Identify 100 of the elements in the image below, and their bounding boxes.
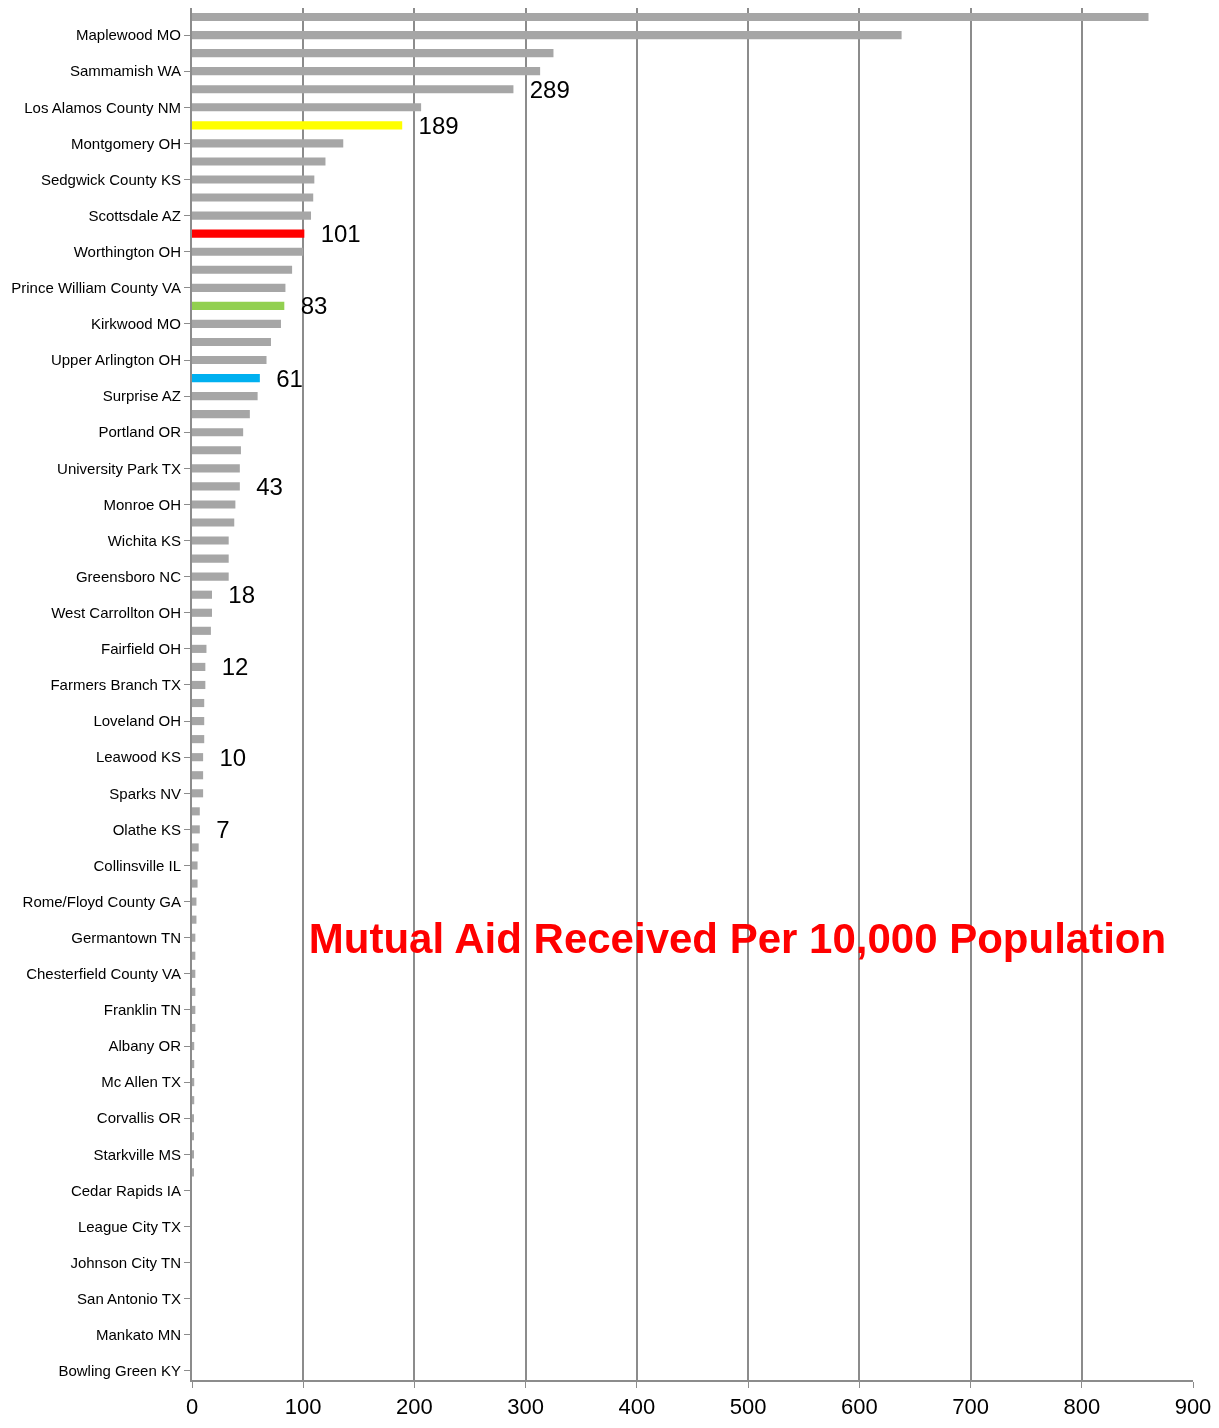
x-tick-label: 600 bbox=[840, 1394, 878, 1420]
data-label: 61 bbox=[262, 364, 303, 392]
bar bbox=[192, 572, 229, 581]
y-tick-label: Cedar Rapids IA bbox=[70, 1181, 181, 1199]
data-label: 18 bbox=[215, 581, 256, 609]
bar bbox=[192, 771, 204, 780]
y-tick-label: Fairfield OH bbox=[100, 640, 181, 658]
bar bbox=[192, 446, 241, 455]
y-tick-label: Rome/Floyd County GA bbox=[22, 892, 181, 910]
bar bbox=[192, 680, 206, 690]
y-tick-label: West Carrollton OH bbox=[51, 604, 181, 622]
bar bbox=[192, 554, 229, 563]
y-tick-label: Farmers Branch TX bbox=[50, 676, 181, 694]
bar bbox=[192, 193, 314, 202]
bar bbox=[192, 247, 304, 256]
bar bbox=[192, 500, 236, 509]
data-label: 289 bbox=[516, 75, 570, 103]
bar bbox=[192, 85, 514, 94]
y-tick-label: Upper Arlington OH bbox=[50, 351, 181, 369]
bar bbox=[192, 392, 258, 401]
bar bbox=[192, 735, 205, 744]
y-tick-label: Sammamish WA bbox=[69, 62, 181, 80]
bar bbox=[192, 644, 207, 653]
bar bbox=[192, 518, 235, 527]
bar bbox=[192, 374, 260, 383]
bar bbox=[192, 301, 285, 310]
y-tick-label: Los Alamos County NM bbox=[24, 98, 181, 116]
x-tick-label: 900 bbox=[1174, 1394, 1212, 1420]
data-label: 101 bbox=[307, 220, 361, 248]
bar bbox=[192, 662, 206, 671]
y-tick-label: Kirkwood MO bbox=[90, 315, 181, 333]
y-tick-label: Sedgwick County KS bbox=[40, 170, 181, 188]
y-tick-label: Scottsdale AZ bbox=[88, 206, 181, 224]
data-label: 10 bbox=[206, 743, 247, 771]
bar bbox=[192, 536, 229, 545]
bar bbox=[192, 355, 267, 365]
x-tick-label: 800 bbox=[1063, 1394, 1101, 1420]
y-tick-label: Montgomery OH bbox=[70, 134, 181, 152]
y-tick-label: Germantown TN bbox=[71, 928, 181, 946]
bar bbox=[192, 211, 312, 220]
bar bbox=[192, 410, 250, 419]
data-label: 43 bbox=[242, 472, 283, 500]
x-tick-label: 100 bbox=[284, 1394, 322, 1420]
y-tick-label: Greensboro NC bbox=[75, 567, 182, 585]
data-label: 189 bbox=[405, 111, 459, 139]
y-tick-label: Mc Allen TX bbox=[101, 1073, 181, 1091]
bar bbox=[192, 789, 204, 798]
y-tick-label: Sparks NV bbox=[109, 784, 181, 802]
y-tick-label: Corvallis OR bbox=[96, 1109, 182, 1127]
x-tick-label: 500 bbox=[729, 1394, 767, 1420]
bar bbox=[192, 608, 213, 617]
bar bbox=[192, 590, 213, 599]
y-tick-label: Bowling Green KY bbox=[58, 1362, 181, 1380]
y-tick-label: Johnson City TN bbox=[70, 1253, 181, 1271]
text: Mutual Aid Received Per 10,000 Population bbox=[308, 914, 1167, 962]
y-tick-label: Olathe KS bbox=[112, 820, 181, 838]
bar bbox=[192, 139, 344, 148]
y-tick-label: Surprise AZ bbox=[102, 387, 181, 405]
y-tick-label: Loveland OH bbox=[93, 712, 181, 730]
y-tick-label: Wichita KS bbox=[107, 531, 181, 549]
bar bbox=[192, 103, 422, 112]
y-tick-label: Chesterfield County VA bbox=[26, 965, 181, 983]
bar bbox=[192, 229, 305, 238]
bar bbox=[192, 861, 198, 870]
bar bbox=[192, 319, 281, 328]
bar bbox=[192, 428, 244, 437]
y-tick-label: Worthington OH bbox=[73, 242, 181, 260]
x-tick-label: 400 bbox=[618, 1394, 656, 1420]
bar bbox=[192, 482, 240, 491]
bar bbox=[192, 337, 271, 347]
bar bbox=[192, 843, 199, 852]
bar bbox=[192, 157, 326, 166]
data-label: 12 bbox=[208, 653, 249, 681]
y-tick-label: Maplewood MO bbox=[75, 26, 181, 44]
y-tick-label: Leawood KS bbox=[95, 748, 181, 766]
bar bbox=[192, 49, 554, 58]
y-tick-label: League City TX bbox=[77, 1217, 181, 1235]
bar bbox=[192, 31, 902, 40]
y-tick-label: Monroe OH bbox=[103, 495, 181, 513]
y-tick-label: Franklin TN bbox=[103, 1001, 181, 1019]
bar bbox=[192, 464, 240, 473]
x-tick-label: 0 bbox=[185, 1394, 199, 1420]
y-tick-label: University Park TX bbox=[57, 459, 181, 477]
x-tick-label: 300 bbox=[507, 1394, 545, 1420]
bar bbox=[192, 698, 205, 708]
bar bbox=[192, 825, 200, 834]
y-tick-label: Mankato MN bbox=[95, 1326, 181, 1344]
y-tick-label: Starkville MS bbox=[93, 1145, 181, 1163]
x-tick-label: 200 bbox=[396, 1394, 433, 1420]
bar bbox=[192, 12, 1149, 22]
bar bbox=[192, 717, 205, 726]
y-tick-label: Albany OR bbox=[108, 1037, 182, 1055]
bar bbox=[192, 265, 293, 274]
data-label: 7 bbox=[202, 815, 230, 843]
bar bbox=[192, 626, 211, 635]
y-tick-label: Prince William County VA bbox=[11, 279, 181, 297]
bar bbox=[192, 121, 403, 130]
y-tick-label: San Antonio TX bbox=[77, 1290, 181, 1308]
bar bbox=[192, 879, 198, 888]
bar bbox=[192, 807, 200, 816]
